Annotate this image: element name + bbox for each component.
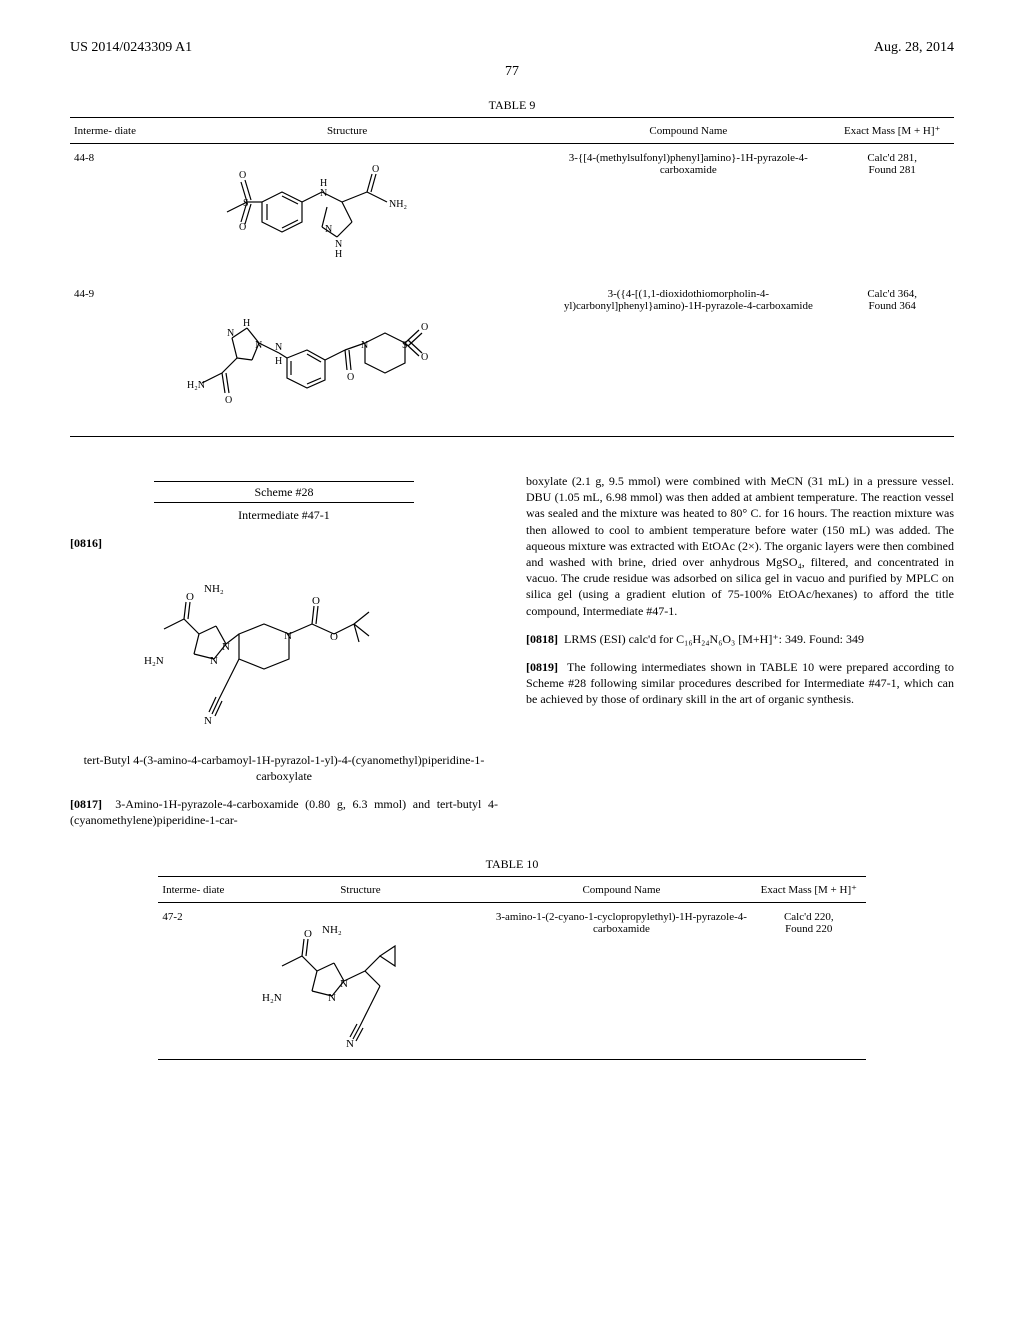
table9-title: TABLE 9 (70, 98, 954, 113)
intermediate-id: 44-9 (70, 280, 148, 437)
svg-text:H: H (275, 356, 282, 367)
para-0818-num: [0818] (526, 632, 558, 646)
scheme-intermediate: Intermediate #47-1 (70, 507, 498, 523)
intermediate-id: 47-2 (158, 902, 230, 1059)
table10-col-mass: Exact Mass [M + H]⁺ (752, 876, 866, 902)
svg-text:N: N (255, 340, 262, 351)
svg-text:N: N (340, 978, 348, 990)
svg-text:N: N (275, 342, 282, 353)
table10: Interme- diate Structure Compound Name E… (158, 876, 865, 1060)
structure-47-1: NH₂ O H₂N N N N O O N (70, 564, 498, 738)
svg-text:S: S (243, 198, 249, 209)
exact-mass: Calc'd 364, Found 364 (830, 280, 954, 437)
table-row: 47-2 (158, 902, 865, 1059)
compound-47-1-title: tert-Butyl 4-(3-amino-4-carbamoyl-1H-pyr… (70, 752, 498, 784)
para-0817-num: [0817] (70, 797, 102, 811)
table9-col-name: Compound Name (546, 118, 830, 144)
svg-text:N: N (325, 224, 332, 235)
structure-47-2: NH₂ O H₂N N N N (230, 902, 491, 1059)
svg-text:N: N (210, 655, 218, 667)
left-column: Scheme #28 Intermediate #47-1 [0816] (70, 461, 498, 841)
patent-date: Aug. 28, 2014 (874, 40, 954, 56)
svg-text:O: O (312, 595, 320, 607)
svg-text:S: S (402, 340, 408, 351)
svg-text:NH₂: NH₂ (389, 199, 407, 210)
svg-text:H₂N: H₂N (187, 380, 205, 391)
svg-text:N: N (227, 328, 234, 339)
svg-text:O: O (421, 352, 428, 363)
svg-text:O: O (225, 395, 232, 406)
table-row: 44-9 (70, 280, 954, 437)
svg-text:N: N (284, 630, 292, 642)
table10-col-intermediate: Interme- diate (158, 876, 230, 902)
exact-mass: Calc'd 220, Found 220 (752, 902, 866, 1059)
svg-text:O: O (304, 928, 312, 940)
table9: Interme- diate Structure Compound Name E… (70, 117, 954, 437)
para-0819-text: The following intermediates shown in TAB… (526, 660, 954, 706)
svg-text:H₂N: H₂N (262, 992, 282, 1004)
svg-text:H: H (335, 249, 342, 260)
para-0817-text-a: 3-Amino-1H-pyrazole-4-carboxamide (0.80 … (70, 797, 498, 827)
compound-name: 3-{[4-(methylsulfonyl)phenyl]amino}-1H-p… (546, 144, 830, 281)
svg-text:N: N (346, 1038, 354, 1050)
table10-title: TABLE 10 (70, 857, 954, 872)
para-0816: [0816] (70, 536, 102, 550)
scheme-label: Scheme #28 (154, 481, 414, 503)
svg-text:N: N (320, 188, 327, 199)
table9-col-intermediate: Interme- diate (70, 118, 148, 144)
compound-name: 3-amino-1-(2-cyano-1-cyclopropylethyl)-1… (491, 902, 752, 1059)
para-0819-num: [0819] (526, 660, 558, 674)
svg-text:O: O (186, 591, 194, 603)
svg-text:O: O (239, 222, 246, 233)
page-number: 77 (70, 64, 954, 80)
para-0817-text-b: boxylate (2.1 g, 9.5 mmol) were combined… (526, 473, 954, 619)
table-row: 44-8 (70, 144, 954, 281)
right-column: boxylate (2.1 g, 9.5 mmol) were combined… (526, 461, 954, 841)
svg-text:NH₂: NH₂ (204, 583, 224, 595)
svg-text:O: O (347, 372, 354, 383)
exact-mass: Calc'd 281, Found 281 (830, 144, 954, 281)
structure-449: H₂N O N H N N H O N S O O (148, 280, 546, 437)
svg-text:H: H (243, 318, 250, 329)
svg-text:O: O (421, 322, 428, 333)
svg-text:H₂N: H₂N (144, 655, 164, 667)
compound-name: 3-({4-[(1,1-dioxidothiomorpholin-4-yl)ca… (546, 280, 830, 437)
table10-col-structure: Structure (230, 876, 491, 902)
svg-text:N: N (361, 340, 368, 351)
table9-col-mass: Exact Mass [M + H]⁺ (830, 118, 954, 144)
svg-text:N: N (204, 715, 212, 727)
svg-text:N: N (222, 641, 230, 653)
patent-number: US 2014/0243309 A1 (70, 40, 192, 56)
svg-text:N: N (328, 992, 336, 1004)
para-0818-text: LRMS (ESI) calc'd for C₁₆H₂₄N₆O₃ [M+H]⁺:… (564, 632, 864, 646)
table9-col-structure: Structure (148, 118, 546, 144)
structure-448: O O S H N O NH₂ N N H (148, 144, 546, 281)
svg-text:O: O (330, 631, 338, 643)
intermediate-id: 44-8 (70, 144, 148, 281)
svg-text:NH₂: NH₂ (322, 924, 342, 936)
svg-text:O: O (372, 164, 379, 175)
table10-col-name: Compound Name (491, 876, 752, 902)
svg-text:O: O (239, 170, 246, 181)
